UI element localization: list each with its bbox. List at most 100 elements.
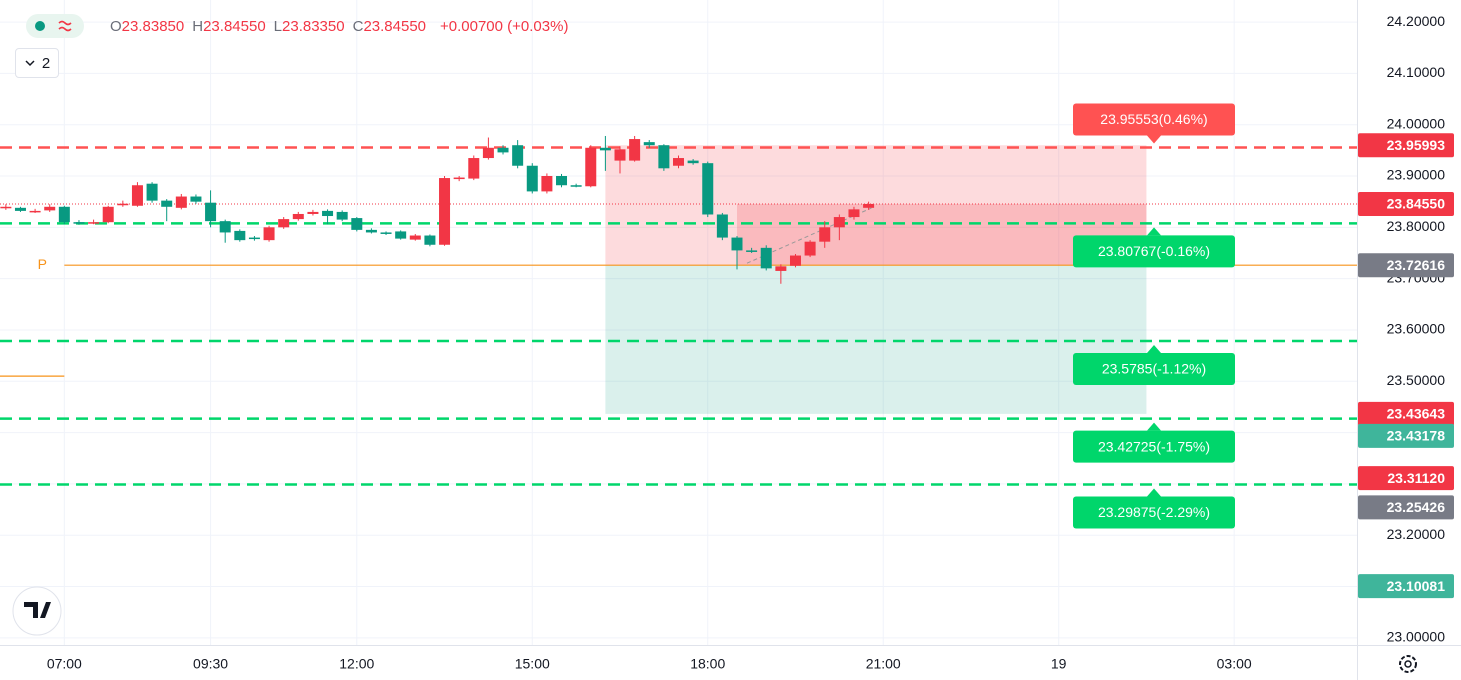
candle-body [789,255,801,266]
series-toggle[interactable] [26,14,84,38]
candle-body [205,202,217,222]
candle-body [833,217,845,228]
candle-body [658,145,670,169]
candle-body [219,221,231,233]
x-tick-label: 21:00 [866,656,901,672]
target-zone [605,265,1147,414]
level-callout [1073,352,1235,385]
candle-body [0,206,12,209]
level-callout [1073,103,1235,136]
level-callout [1073,496,1235,529]
ohlc-value: 23.84550 [203,17,266,35]
indicator-dropdown[interactable]: 2 [15,48,59,78]
x-tick-label: 19 [1051,656,1067,672]
level-pointer [1147,135,1161,144]
level-label: 23.5785(-1.12%) [1102,361,1206,377]
candle-body [365,229,377,233]
candle-body [512,145,524,166]
candle-body [14,207,26,211]
x-tick-label: 07:00 [47,656,82,672]
candle-body [88,222,100,224]
y-tick-label: 23.00000 [1387,629,1446,645]
level-label: 23.42725(-1.75%) [1098,438,1210,454]
candle-body [307,211,319,214]
candle-body [29,210,41,213]
candle-body [292,213,304,220]
candle-body [322,210,334,217]
settings-icon [1399,655,1417,673]
level-callout [1073,430,1235,463]
x-tick-label: 09:30 [193,656,228,672]
candle-body [58,206,70,223]
level-label: 23.80767(-0.16%) [1098,243,1210,259]
price-badge [1358,191,1454,216]
ohlc-value: 23.84550 [363,17,427,35]
price-badge-label: 23.31120 [1387,470,1445,486]
x-tick-label: 18:00 [690,656,725,672]
candle-body [190,196,202,202]
ohlc-key: O [110,17,122,35]
candle-body [102,206,114,223]
candle-body [731,237,743,251]
price-badge [1358,401,1454,426]
candle-body [556,176,568,186]
candle-body [848,209,860,218]
y-tick-label: 24.20000 [1387,13,1446,29]
candle-body [439,178,451,245]
candle-body [482,147,494,159]
level-pointer [1147,488,1161,497]
candle-body [863,203,875,208]
candle-body [453,177,465,180]
candle-body [541,176,553,192]
stop-zone [605,145,1147,266]
toggle-icons [35,20,72,32]
indicator-count: 2 [41,54,51,72]
price-badge-label: 23.43178 [1387,428,1446,444]
candle-body [819,227,831,242]
chevron [25,60,35,67]
candle-body [336,211,348,220]
y-tick-label: 23.80000 [1387,218,1446,234]
candle-body [146,183,158,201]
logo-mark [24,602,51,618]
ohlc-key: C [352,17,364,35]
ohlc-value: 23.83850 [121,17,185,35]
price-badge-label: 23.72616 [1387,257,1446,273]
ohlc-value: 23.83350 [282,17,345,35]
candle-body [131,185,143,206]
candle-body [643,142,655,146]
price-badge-label: 23.25426 [1387,499,1446,515]
y-tick-label: 23.60000 [1387,321,1446,337]
candle-body [775,266,787,271]
candle-body [673,158,684,166]
candle-body [570,185,582,187]
ohlc-key: L [273,17,283,35]
level-pointer [1147,422,1161,431]
level-pointer [1147,344,1161,353]
settings-hub [1404,660,1412,668]
candle-body [526,165,538,192]
candle-body [468,158,480,179]
price-badge [1358,466,1454,491]
candle-body [175,196,187,208]
candle-body [599,147,611,151]
change: +0.00700 (+0.03%) [440,17,569,35]
pivot-label: P [38,256,47,272]
candle-body [44,206,56,211]
candle-body [161,200,173,207]
candle-body [687,160,699,164]
candle-body [702,163,714,215]
candle-body [248,237,260,240]
price-badge-label: 23.43643 [1387,406,1446,422]
price-badge [1358,495,1454,520]
level-pointer [1147,227,1161,236]
candle-body [263,227,275,241]
y-tick-label: 23.90000 [1387,167,1446,183]
candle-body [760,247,772,269]
candle-body [746,250,758,252]
x-tick-label: 15:00 [515,656,550,672]
ohlc-key: H [192,17,204,35]
y-tick-label: 24.10000 [1387,64,1446,80]
price-badge-label: 23.10081 [1387,578,1446,594]
